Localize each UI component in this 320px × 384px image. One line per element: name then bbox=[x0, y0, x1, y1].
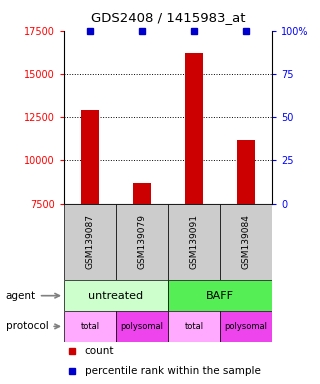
Text: count: count bbox=[85, 346, 114, 356]
Bar bbox=[237, 140, 255, 204]
Text: percentile rank within the sample: percentile rank within the sample bbox=[85, 366, 261, 376]
Bar bbox=[168, 204, 220, 280]
Bar bbox=[168, 280, 272, 311]
Text: total: total bbox=[184, 322, 204, 331]
Bar bbox=[133, 183, 151, 204]
Text: total: total bbox=[80, 322, 100, 331]
Text: agent: agent bbox=[6, 291, 59, 301]
Text: protocol: protocol bbox=[6, 321, 59, 331]
Text: GSM139079: GSM139079 bbox=[138, 214, 147, 270]
Bar bbox=[116, 204, 168, 280]
Bar bbox=[64, 311, 116, 342]
Text: GSM139084: GSM139084 bbox=[242, 215, 251, 269]
Text: GSM139087: GSM139087 bbox=[85, 214, 94, 270]
Text: polysomal: polysomal bbox=[121, 322, 164, 331]
Text: BAFF: BAFF bbox=[206, 291, 234, 301]
Text: polysomal: polysomal bbox=[225, 322, 268, 331]
Bar bbox=[64, 204, 116, 280]
Text: GSM139091: GSM139091 bbox=[189, 214, 198, 270]
Text: GDS2408 / 1415983_at: GDS2408 / 1415983_at bbox=[91, 11, 245, 24]
Bar bbox=[185, 53, 203, 204]
Bar bbox=[168, 311, 220, 342]
Bar bbox=[116, 311, 168, 342]
Text: untreated: untreated bbox=[88, 291, 144, 301]
Bar bbox=[220, 204, 272, 280]
Bar bbox=[81, 110, 99, 204]
Bar bbox=[64, 280, 168, 311]
Bar bbox=[220, 311, 272, 342]
